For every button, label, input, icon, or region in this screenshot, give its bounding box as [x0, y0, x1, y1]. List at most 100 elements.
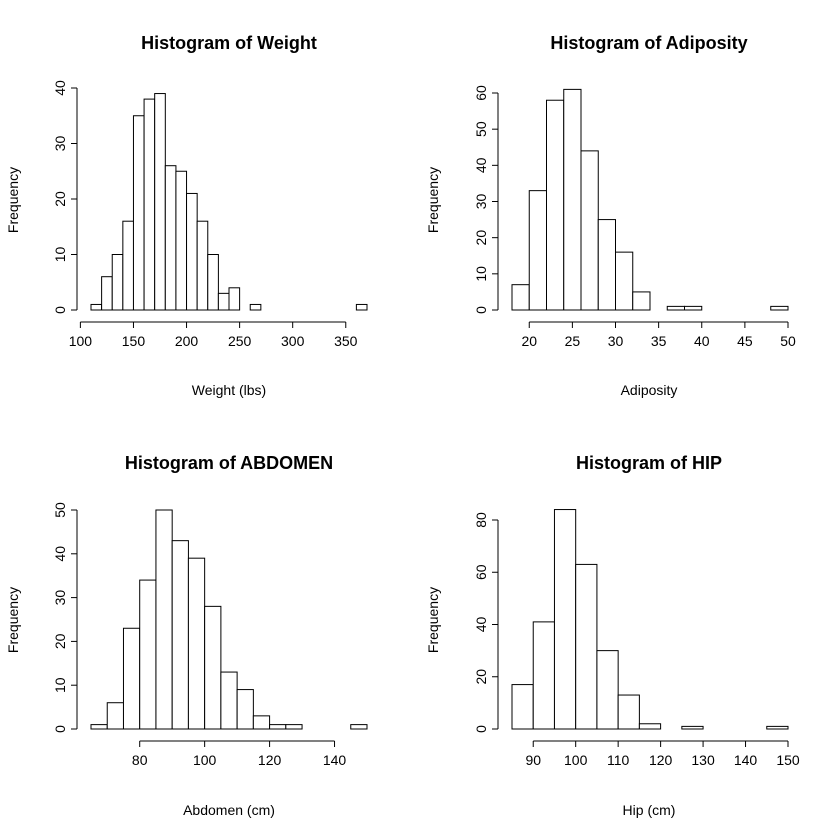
- y-tick-label: 40: [473, 617, 489, 633]
- y-tick-label: 20: [52, 191, 68, 207]
- histogram-bar: [90, 724, 108, 730]
- y-axis: 0 10 20 30 40 50 60: [473, 85, 499, 314]
- y-axis: 0 10 20 30 40: [52, 80, 78, 314]
- y-tick-label: 30: [52, 590, 68, 606]
- x-axis-label: Abdomen (cm): [183, 802, 275, 818]
- x-tick-label: 350: [334, 333, 358, 349]
- histogram-bar: [171, 540, 189, 730]
- y-tick-label: 50: [473, 121, 489, 137]
- histogram-bar: [155, 509, 173, 730]
- x-tick-label: 140: [734, 752, 758, 768]
- histogram-bar: [106, 702, 124, 730]
- x-tick-label: 150: [776, 752, 800, 768]
- histogram-bar: [249, 303, 262, 311]
- x-axis: 80 100 120 140: [132, 740, 346, 768]
- histogram-bar: [122, 627, 141, 730]
- x-tick-label: 20: [521, 333, 537, 349]
- x-tick-label: 150: [122, 333, 146, 349]
- x-tick-label: 200: [175, 333, 199, 349]
- chart-title: Histogram of ABDOMEN: [125, 453, 333, 473]
- x-tick-label: 250: [228, 333, 252, 349]
- x-tick-label: 40: [694, 333, 710, 349]
- histogram-bar: [111, 254, 124, 311]
- x-axis: 100 150 200 250 300 350: [69, 321, 358, 349]
- y-tick-label: 40: [52, 546, 68, 562]
- y-tick-label: 10: [52, 247, 68, 263]
- histogram-bar: [575, 563, 598, 730]
- panel-adiposity: Histogram of Adiposity Adiposity Frequen…: [425, 33, 796, 398]
- y-tick-label: 20: [473, 230, 489, 246]
- y-axis-label: Frequency: [5, 167, 21, 233]
- histogram-bar: [269, 724, 287, 730]
- x-tick-label: 25: [565, 333, 581, 349]
- x-tick-label: 130: [691, 752, 715, 768]
- histogram-bar: [563, 88, 582, 311]
- y-tick-label: 10: [473, 266, 489, 282]
- histogram-bar: [196, 220, 209, 311]
- histogram-bar: [770, 305, 789, 311]
- histogram-bar: [217, 292, 230, 311]
- histogram-bar: [139, 579, 157, 730]
- histogram-bar: [617, 694, 640, 730]
- histogram-bar: [666, 305, 685, 311]
- histogram-bar: [175, 170, 188, 311]
- histogram-bar: [596, 650, 619, 730]
- y-tick-label: 50: [52, 502, 68, 518]
- histogram-bar: [766, 725, 789, 730]
- histogram-bar: [285, 724, 303, 730]
- histogram-bar: [638, 723, 662, 730]
- histogram-bar: [350, 724, 368, 730]
- y-tick-label: 30: [52, 136, 68, 152]
- histogram-bar: [154, 93, 166, 311]
- y-tick-label: 60: [473, 85, 489, 101]
- y-tick-label: 60: [473, 564, 489, 580]
- histogram-bar: [681, 725, 704, 730]
- histogram-bar: [187, 557, 206, 730]
- chart-title: Histogram of HIP: [576, 453, 722, 473]
- x-tick-label: 30: [608, 333, 624, 349]
- y-tick-label: 30: [473, 194, 489, 210]
- histogram-bar: [546, 99, 565, 311]
- histogram-bar: [122, 220, 134, 311]
- histogram-bar: [186, 192, 198, 311]
- histogram-bar: [220, 671, 238, 730]
- x-tick-label: 35: [651, 333, 667, 349]
- histogram-bar: [580, 150, 599, 311]
- histogram-bar: [90, 303, 103, 311]
- x-tick-label: 120: [258, 752, 282, 768]
- x-tick-label: 80: [132, 752, 148, 768]
- panel-weight: Histogram of Weight Weight (lbs) Frequen…: [5, 33, 368, 398]
- histogram-bar: [615, 251, 634, 311]
- histogram-bar: [684, 305, 703, 311]
- x-tick-label: 100: [564, 752, 588, 768]
- histogram-bar: [236, 689, 254, 730]
- x-tick-label: 300: [281, 333, 305, 349]
- histogram-bar: [101, 276, 113, 311]
- x-tick-label: 100: [69, 333, 93, 349]
- y-axis: 0 10 20 30 40 50: [52, 502, 78, 733]
- x-tick-label: 50: [780, 333, 796, 349]
- histogram-bar: [207, 254, 219, 311]
- bars: [90, 509, 368, 730]
- histogram-bar: [355, 303, 368, 311]
- panel-hip: Histogram of HIP Hip (cm) Frequency 90 10…: [425, 453, 800, 818]
- x-axis-label: Adiposity: [621, 382, 678, 398]
- y-axis-label: Frequency: [5, 587, 21, 653]
- x-axis-label: Weight (lbs): [192, 382, 266, 398]
- histogram-bar: [204, 605, 222, 730]
- histogram-bar: [511, 284, 530, 311]
- histogram-bar: [597, 219, 616, 311]
- x-axis: 90 100 110 120 130 140 150: [525, 740, 800, 768]
- y-tick-label: 80: [473, 512, 489, 528]
- x-tick-label: 90: [525, 752, 541, 768]
- bars: [90, 93, 368, 311]
- bars: [511, 88, 789, 311]
- histogram-bar: [528, 190, 547, 311]
- histogram-bar: [553, 509, 577, 730]
- x-axis-label: Hip (cm): [623, 802, 676, 818]
- x-tick-label: 45: [737, 333, 753, 349]
- y-axis-label: Frequency: [425, 587, 441, 653]
- x-tick-label: 120: [649, 752, 673, 768]
- histogram-bar: [164, 165, 177, 311]
